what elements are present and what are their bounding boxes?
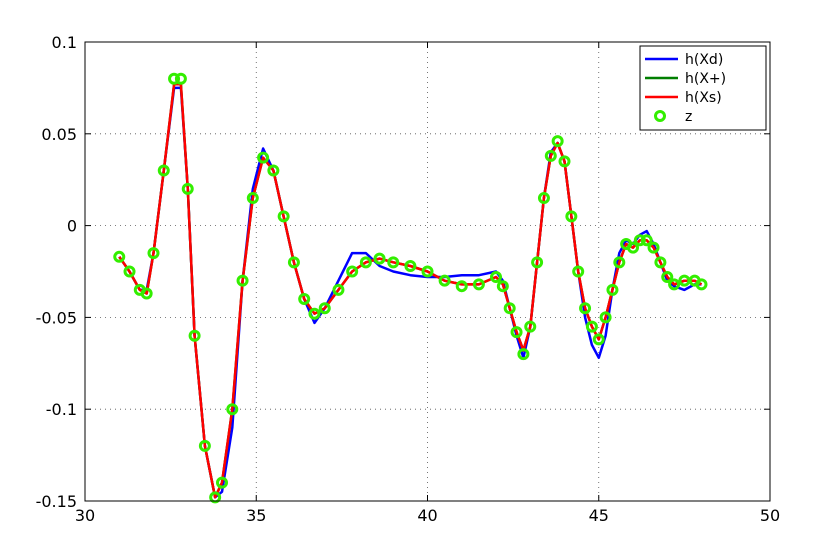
- data-point: [168, 72, 181, 85]
- data-point: [404, 259, 417, 272]
- data-point: [318, 302, 331, 315]
- data-point: [496, 280, 509, 293]
- data-point: [592, 333, 605, 346]
- data-point: [298, 293, 311, 306]
- legend: h(Xd) h(X+) h(Xs) z: [639, 45, 767, 131]
- x-axis: 30 35 40 45 50: [75, 42, 780, 525]
- y-tick-label: 0: [67, 217, 77, 236]
- data-point: [123, 265, 136, 278]
- data-point: [421, 265, 434, 278]
- data-point: [209, 491, 222, 504]
- data-point: [558, 155, 571, 168]
- data-point: [287, 256, 300, 269]
- data-point: [572, 265, 585, 278]
- data-point: [654, 256, 667, 269]
- data-point: [277, 210, 290, 223]
- data-point: [579, 302, 592, 315]
- data-point: [503, 302, 516, 315]
- legend-label: h(Xd): [685, 52, 723, 68]
- y-axis: 0.1 0.05 0 -0.05 -0.1 -0.15: [36, 33, 770, 511]
- data-point: [668, 278, 681, 291]
- data-point: [695, 278, 708, 291]
- data-point: [236, 274, 249, 287]
- legend-label: h(Xs): [685, 90, 722, 106]
- data-point: [332, 283, 345, 296]
- data-point: [359, 256, 372, 269]
- data-point: [387, 256, 400, 269]
- data-point: [373, 252, 386, 265]
- legend-label: h(X+): [685, 71, 726, 87]
- y-tick-label: -0.05: [36, 308, 77, 327]
- data-point: [565, 210, 578, 223]
- data-point: [113, 250, 126, 263]
- data-point: [147, 247, 160, 260]
- data-point: [267, 164, 280, 177]
- series-line: [118, 82, 703, 499]
- data-point: [257, 151, 270, 164]
- series-h(Xs): [118, 82, 703, 499]
- data-point: [544, 149, 557, 162]
- data-point: [537, 192, 550, 205]
- series-z: [113, 72, 708, 504]
- data-point: [188, 329, 201, 342]
- data-point: [633, 234, 646, 247]
- data-point: [613, 256, 626, 269]
- y-tick-label: -0.15: [36, 492, 77, 511]
- data-point: [627, 241, 639, 254]
- data-point: [216, 476, 228, 489]
- data-point: [640, 234, 653, 247]
- data-point: [246, 192, 259, 205]
- data-point: [647, 241, 660, 254]
- y-tick-label: -0.1: [46, 400, 77, 419]
- data-point: [157, 164, 170, 177]
- data-point: [198, 439, 211, 452]
- data-point: [455, 280, 468, 293]
- data-point: [174, 72, 187, 85]
- data-point: [181, 182, 194, 195]
- x-tick-label: 45: [589, 506, 609, 525]
- data-point: [599, 311, 612, 324]
- data-point: [531, 256, 544, 269]
- data-point: [346, 265, 359, 278]
- data-point: [585, 320, 598, 333]
- series-layer: [113, 72, 708, 504]
- y-tick-label: 0.1: [52, 33, 77, 52]
- data-point: [308, 307, 321, 320]
- x-tick-label: 40: [417, 506, 437, 525]
- data-point: [438, 274, 451, 287]
- x-tick-label: 30: [75, 506, 95, 525]
- data-point: [490, 271, 502, 284]
- data-point: [517, 348, 530, 361]
- y-tick-label: 0.05: [41, 125, 77, 144]
- x-tick-label: 35: [246, 506, 266, 525]
- legend-label: z: [685, 109, 692, 125]
- data-point: [606, 283, 619, 296]
- data-point: [226, 403, 239, 416]
- legend-marker: [654, 110, 666, 122]
- data-point: [510, 326, 523, 339]
- data-point: [524, 320, 537, 333]
- data-point: [472, 278, 485, 291]
- x-tick-label: 50: [760, 506, 780, 525]
- data-point: [551, 135, 564, 148]
- data-point: [661, 271, 674, 284]
- data-point: [140, 287, 153, 300]
